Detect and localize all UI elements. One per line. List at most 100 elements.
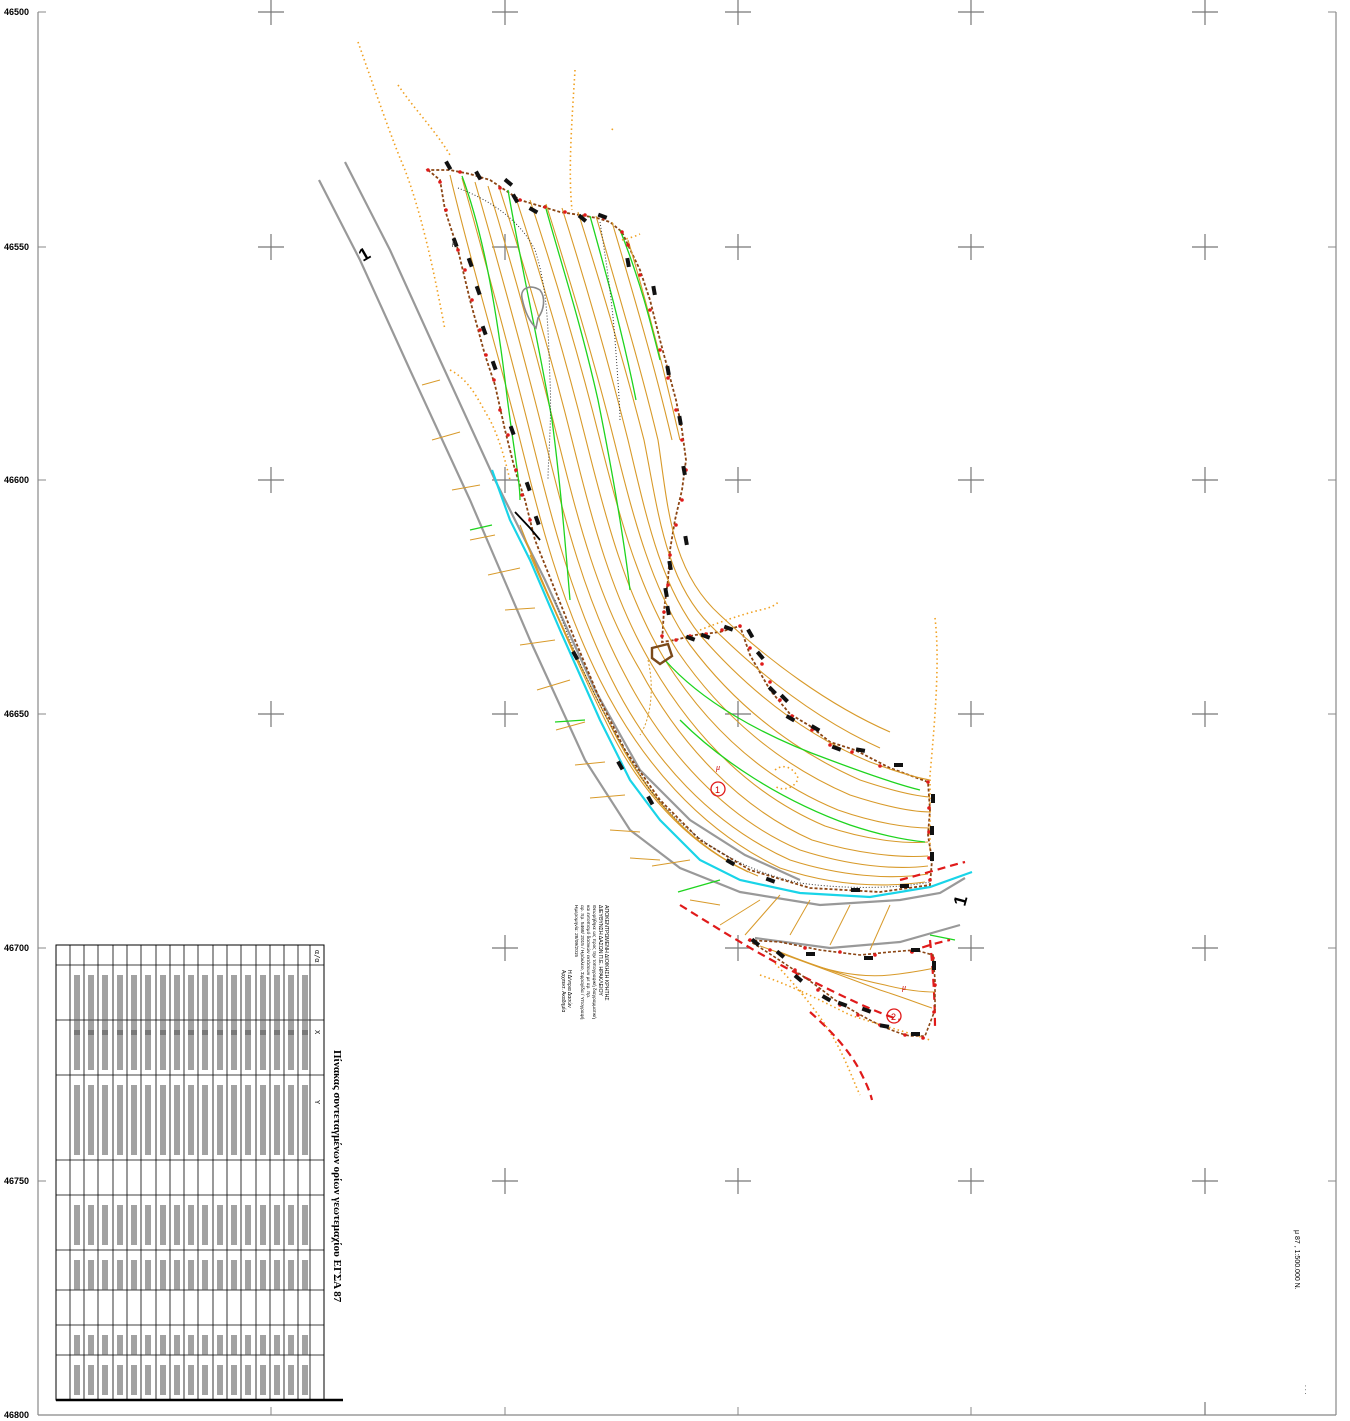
table-cell-text (202, 1335, 208, 1355)
boundary-vertex (674, 523, 678, 527)
table-cell-text (102, 1030, 108, 1070)
contour-lines (449, 174, 931, 886)
table-cell-text (288, 1085, 294, 1155)
spot-elevation-tag (855, 747, 866, 753)
boundary-vertex (838, 950, 842, 954)
table-cell-text (231, 1205, 237, 1245)
title-block: ΑΠΟΚΕΝΤΡΩΜΕΝΗ ΔΙΟΙΚΗΣΗ ΚΡΗΤΗΣ ΔΙΕΥΘΥΝΣΗ … (573, 905, 609, 1020)
boundary-vertex (498, 186, 502, 190)
table-cell-text (131, 1205, 137, 1245)
table-cell-text (188, 1335, 194, 1355)
spot-elevation-tag (775, 949, 786, 959)
boundary-vertex (438, 180, 442, 184)
table-cell-text (160, 1335, 166, 1355)
y-label-46800: 46800 (4, 1410, 29, 1420)
table-cell-text (160, 1260, 166, 1290)
spot-elevation-tag (837, 1000, 848, 1008)
table-cell-text (260, 1030, 266, 1070)
table-cell-text (174, 1030, 180, 1070)
boundary-vertex (768, 948, 772, 952)
table-cell-text (174, 1365, 180, 1395)
boundary-vertex (528, 518, 532, 522)
y-label-46700: 46700 (4, 943, 29, 953)
spot-elevation-tag (932, 961, 936, 970)
spot-elevation-tag (625, 257, 631, 268)
parcel-1-number: 1 (715, 785, 720, 795)
boundary-vertex (927, 830, 931, 834)
grid-cross (492, 1168, 518, 1194)
table-cell-text (188, 1260, 194, 1290)
table-cell-text (217, 1365, 223, 1395)
y-label-46650: 46650 (4, 709, 29, 719)
spot-elevations (444, 160, 936, 1036)
table-cell-text (145, 1030, 151, 1070)
parcel-1-boundary (425, 169, 933, 893)
table-cell-text (74, 1365, 80, 1395)
table-cell-text (74, 1085, 80, 1155)
table-cell-text (274, 1260, 280, 1290)
boundary-vertex (931, 956, 935, 960)
table-cell-text (145, 975, 151, 1035)
grid-cross (258, 467, 284, 493)
table-cell-text (102, 1260, 108, 1290)
table-cell-text (74, 1205, 80, 1245)
table-cell-text (217, 1335, 223, 1355)
table-cell-text (74, 1030, 80, 1070)
boundary-vertex (720, 628, 724, 632)
table-cell-text (131, 1260, 137, 1290)
boundary-vertex (850, 750, 854, 754)
table-cell-text (117, 1030, 123, 1070)
table-cell-text (88, 1260, 94, 1290)
spot-elevation-tag (508, 425, 516, 436)
boundary-vertex (666, 583, 670, 587)
spot-elevation-tag (466, 257, 474, 268)
grid-cross (725, 234, 751, 260)
table-cell-text (145, 1085, 151, 1155)
table-cell-text (302, 1365, 308, 1395)
y-label-46600: 46600 (4, 475, 29, 485)
table-cell-text (145, 1260, 151, 1290)
table-cell-text (74, 975, 80, 1035)
table-cell-text (231, 1260, 237, 1290)
boundary-vertex (583, 213, 587, 217)
spot-elevation-tag (444, 160, 453, 171)
grid-cross (725, 1168, 751, 1194)
boundary-vertex (760, 662, 764, 666)
boundary-vertex (878, 764, 882, 768)
spot-elevation-tag (765, 876, 776, 884)
boundary-vertex (506, 433, 510, 437)
table-cell-text (117, 1205, 123, 1245)
table-cell-text (174, 1205, 180, 1245)
table-cell-text (274, 1030, 280, 1070)
table-cell-text (288, 1365, 294, 1395)
grid-cross (1192, 0, 1218, 25)
table-cell-text (302, 975, 308, 1035)
boundary-vertex (543, 205, 547, 209)
spot-elevation-tag (930, 826, 934, 835)
table-cell-text (102, 975, 108, 1035)
spot-elevation-tag (879, 1023, 890, 1029)
table-cell-text (274, 1335, 280, 1355)
table-cell-text (302, 1085, 308, 1155)
grid-cross (1192, 935, 1218, 961)
spot-elevation-tag (571, 650, 580, 661)
boundary-vertex (933, 983, 937, 987)
road (318, 161, 966, 950)
boundary-vertex (648, 308, 652, 312)
table-cell-text (102, 1365, 108, 1395)
table-cell-text (302, 1335, 308, 1355)
stream (490, 469, 973, 899)
table-cell-text (102, 1205, 108, 1245)
table-cell-text (245, 1260, 251, 1290)
table-cell-text (288, 975, 294, 1035)
table-cell-text (174, 1085, 180, 1155)
table-cell-text (131, 1365, 137, 1395)
table-cell-text (131, 975, 137, 1035)
table-cell-text (217, 1205, 223, 1245)
index-contours (461, 175, 956, 941)
table-cell-text (202, 975, 208, 1035)
spot-elevation-tag (779, 693, 789, 703)
boundary-vertex (484, 353, 488, 357)
table-cell-text (131, 1335, 137, 1355)
table-cell-text (145, 1205, 151, 1245)
